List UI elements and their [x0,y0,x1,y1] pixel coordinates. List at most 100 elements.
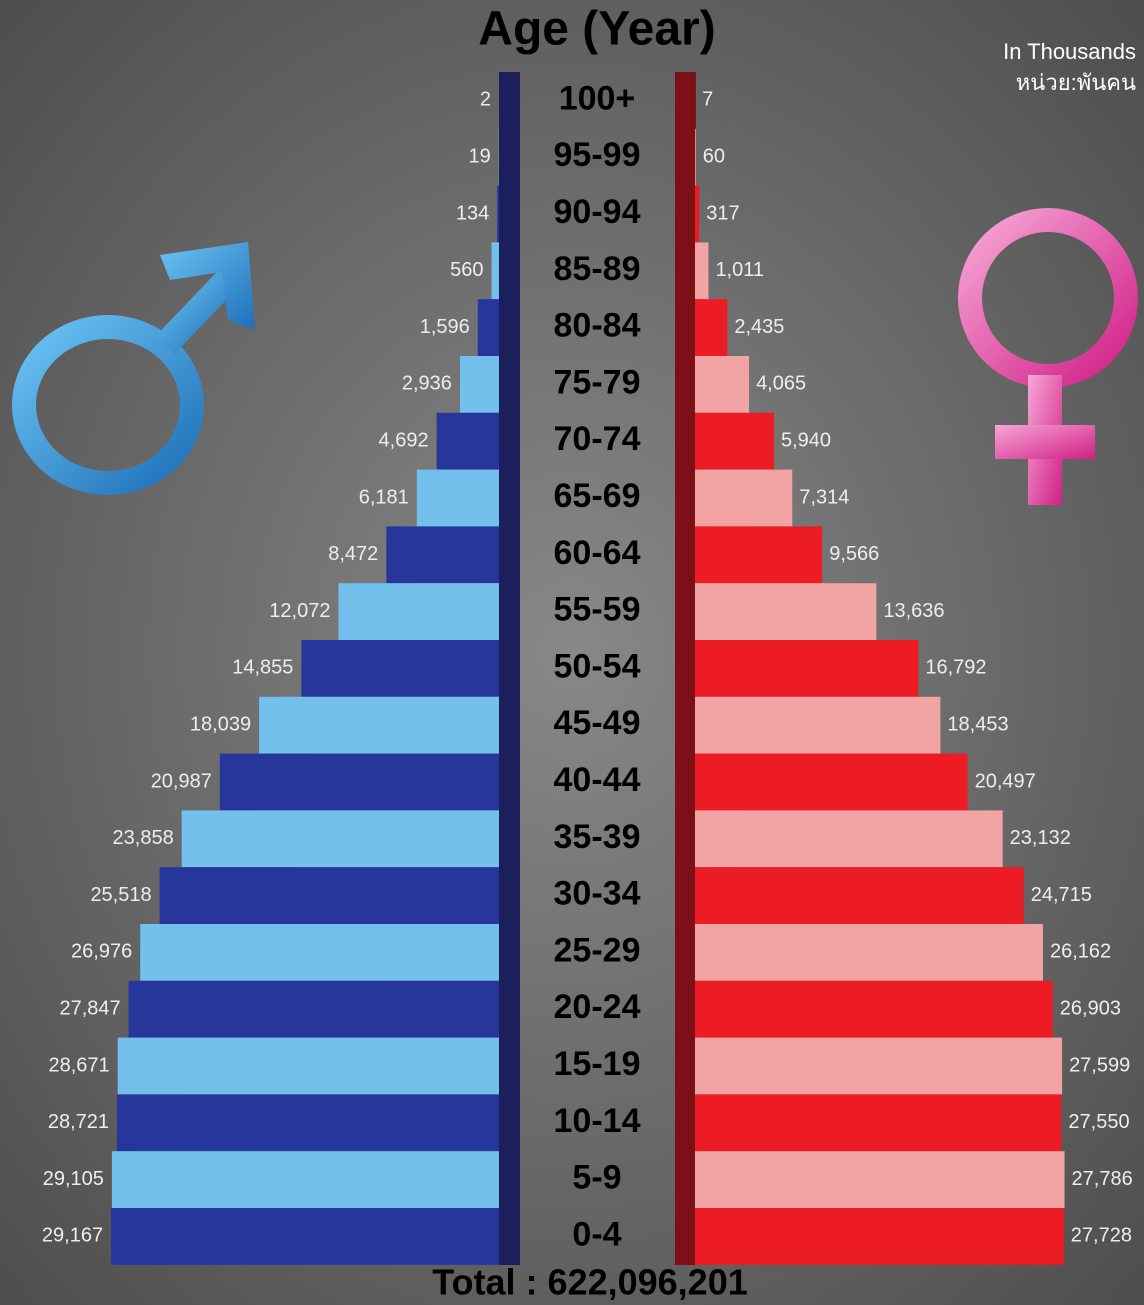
bar [695,299,727,356]
age-label: 30-34 [554,875,641,913]
total-label: Total : 622,096,201 [432,1262,748,1303]
bar [386,526,499,583]
value-label: 19 [468,145,490,167]
value-label: 1,596 [420,316,470,338]
age-label: 0-4 [572,1215,621,1253]
bar [492,242,499,299]
value-label: 2 [480,89,491,111]
age-label: 90-94 [554,193,641,231]
bar [695,356,749,413]
age-label: 60-64 [554,534,641,572]
chart-title: Age (Year) [478,3,715,56]
bar [301,640,499,697]
value-label: 12,072 [269,600,330,622]
value-label: 24,715 [1031,884,1092,906]
value-label: 4,692 [379,429,429,451]
bar [695,242,708,299]
value-label: 28,721 [48,1111,109,1133]
value-label: 6,181 [359,486,409,508]
unit-note-thai: หน่วย:พันคน [1016,70,1136,95]
bar [417,470,499,527]
bar [695,754,968,811]
bar [112,1151,499,1208]
age-label: 65-69 [554,477,641,515]
value-label: 27,847 [59,997,120,1019]
value-label: 60 [703,145,725,167]
value-label: 26,903 [1060,997,1121,1019]
age-label: 10-14 [554,1102,641,1140]
age-label: 40-44 [554,761,641,799]
bar [460,356,499,413]
value-label: 9,566 [829,543,879,565]
bar [129,981,499,1038]
value-label: 560 [450,259,483,281]
bar [695,924,1043,981]
value-label: 28,671 [49,1054,110,1076]
male-axis-strip [499,72,520,1265]
value-label: 13,636 [883,600,944,622]
female-axis-strip [675,72,696,1265]
value-label: 27,599 [1069,1054,1130,1076]
age-label: 100+ [559,79,636,117]
bar [695,1094,1061,1151]
bar [117,1094,499,1151]
bar [695,867,1024,924]
value-label: 134 [456,202,489,224]
value-label: 20,497 [975,770,1036,792]
value-label: 27,550 [1068,1111,1129,1133]
bar [695,526,822,583]
bar [695,697,940,754]
value-label: 7,314 [799,486,849,508]
bar [160,867,499,924]
value-label: 2,936 [402,373,452,395]
bar [695,981,1053,1038]
bar [695,413,774,470]
bar [695,129,696,186]
age-label: 95-99 [554,136,641,174]
age-label: 85-89 [554,250,641,288]
age-label: 20-24 [554,988,641,1026]
bar [437,413,499,470]
chart: Age (Year) In Thousands หน่วย:พันคน Tota… [0,0,1144,1305]
value-label: 20,987 [151,770,212,792]
bar [338,583,499,640]
age-label: 5-9 [572,1159,621,1197]
value-label: 27,786 [1072,1168,1133,1190]
value-label: 4,065 [756,373,806,395]
value-label: 29,105 [43,1168,104,1190]
bar [182,810,499,867]
bar [478,299,499,356]
bar [695,583,876,640]
value-label: 27,728 [1071,1225,1132,1247]
age-label: 75-79 [554,363,641,401]
value-label: 26,976 [71,941,132,963]
value-label: 8,472 [328,543,378,565]
bar [695,1151,1065,1208]
bar [695,470,792,527]
age-label: 25-29 [554,931,641,969]
age-label: 70-74 [554,420,641,458]
bar [111,1208,499,1265]
bar [695,186,699,243]
value-label: 25,518 [90,884,151,906]
value-label: 317 [706,202,739,224]
age-label: 55-59 [554,591,641,629]
value-label: 7 [702,89,713,111]
value-label: 18,039 [190,713,251,735]
unit-note: In Thousands [1003,39,1136,64]
age-label: 35-39 [554,818,641,856]
value-label: 14,855 [232,657,293,679]
bar [695,640,918,697]
value-label: 5,940 [781,429,831,451]
bar [140,924,499,981]
bar [497,186,499,243]
bar [118,1038,499,1095]
value-label: 23,858 [113,827,174,849]
value-label: 23,132 [1010,827,1071,849]
value-label: 1,011 [715,259,764,281]
age-label: 50-54 [554,647,641,685]
value-label: 2,435 [734,316,784,338]
bar [259,697,499,754]
bar [695,810,1003,867]
bar [695,1038,1062,1095]
